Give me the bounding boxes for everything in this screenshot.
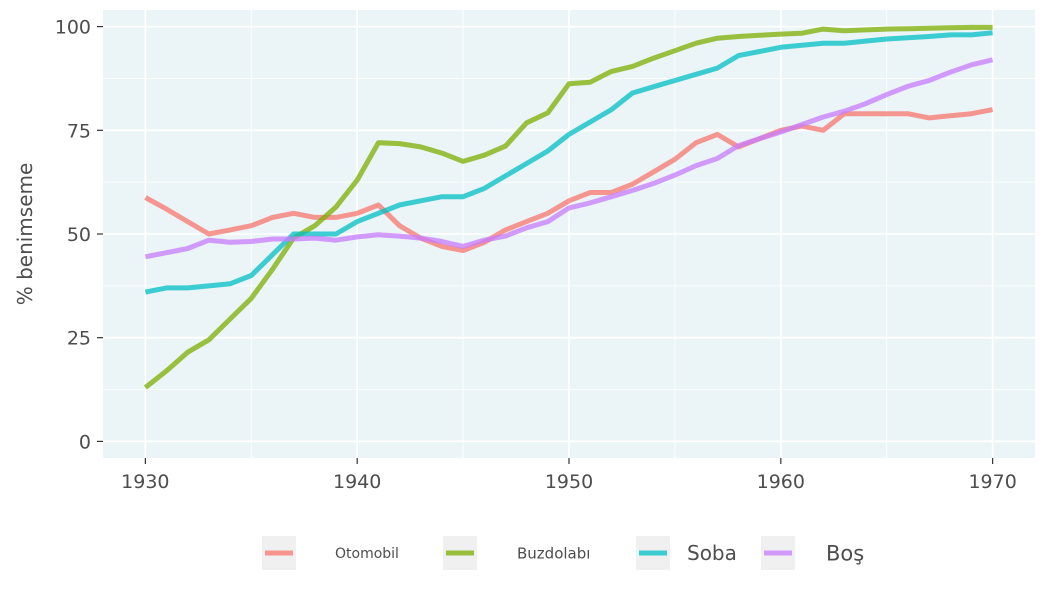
x-tick-label: 1950 [545, 471, 593, 493]
grid-lines [103, 10, 1035, 458]
y-axis: 0 25 50 75 100 [55, 17, 103, 453]
legend-label: Buzdolabı [517, 544, 590, 562]
x-tick-label: 1940 [333, 471, 381, 493]
x-axis: 1930 1940 1950 1960 1970 [121, 458, 1017, 493]
x-tick-label: 1970 [968, 471, 1016, 493]
y-tick-label: 75 [67, 120, 91, 142]
series-line-2 [143, 24, 993, 390]
series-line-1 [144, 107, 994, 254]
y-tick-label: 0 [79, 431, 91, 453]
x-tick-label: 1960 [757, 471, 805, 493]
legend-label: Soba [687, 541, 737, 565]
legend: Otomobil Buzdolabı Soba Boş [262, 536, 864, 570]
legend-label: Otomobil [335, 546, 399, 562]
y-tick-label: 100 [55, 17, 91, 39]
series-line-4 [144, 57, 994, 260]
y-tick-label: 50 [67, 224, 91, 246]
y-tick-label: 25 [67, 328, 91, 350]
x-tick-label: 1930 [121, 471, 169, 493]
series-lines [143, 24, 994, 390]
y-axis-title: % benimseme [13, 163, 37, 306]
legend-label: Boş [826, 542, 864, 566]
